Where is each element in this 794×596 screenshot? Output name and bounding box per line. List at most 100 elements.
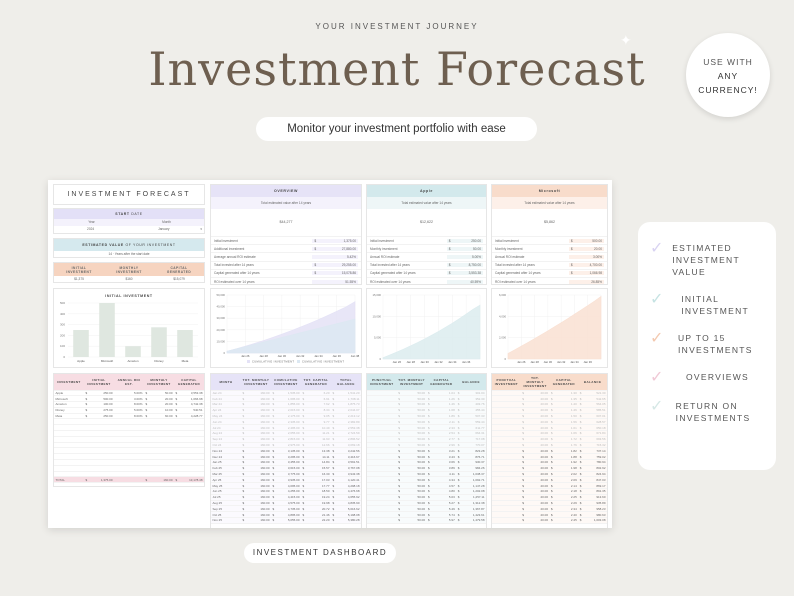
table-cell[interactable]: $1.40 xyxy=(549,401,579,408)
table-cell[interactable]: $4.11 xyxy=(426,471,457,478)
table-cell[interactable]: $160.00 xyxy=(241,453,271,461)
table-cell[interactable]: $2.29 xyxy=(549,500,579,507)
table-cell[interactable]: $1,541.20 xyxy=(331,390,361,397)
table-cell[interactable]: $160.00 xyxy=(241,517,271,524)
empty-cell[interactable] xyxy=(174,436,204,443)
table-cell[interactable]: $984.26 xyxy=(456,465,486,472)
table-cell[interactable]: $160.00 xyxy=(241,459,271,466)
table-cell[interactable]: $50.00 xyxy=(396,436,427,443)
years-input[interactable]: 14 xyxy=(108,252,112,256)
empty-cell[interactable] xyxy=(114,442,144,449)
table-cell[interactable] xyxy=(367,488,397,495)
table-cell[interactable]: $507.33 xyxy=(456,413,486,420)
table-cell[interactable]: $18.50 xyxy=(301,488,331,495)
table-cell[interactable]: $160.00 xyxy=(241,407,271,414)
table-cell[interactable]: $20.00 xyxy=(520,517,550,524)
table-cell[interactable]: $20.00 xyxy=(520,390,550,397)
table-cell[interactable]: $1,038.37 xyxy=(456,471,486,478)
table-cell[interactable]: $1.56 xyxy=(549,418,579,426)
table-cell[interactable]: $2,495.00 xyxy=(271,424,301,432)
table-cell[interactable]: 5.00% xyxy=(114,407,144,414)
empty-cell[interactable] xyxy=(84,442,114,449)
table-cell[interactable]: $1,695.00 xyxy=(271,395,301,403)
table-cell[interactable]: $20.00 xyxy=(144,401,174,408)
table-cell[interactable] xyxy=(367,401,397,408)
empty-cell[interactable] xyxy=(54,453,84,461)
table-cell[interactable] xyxy=(367,517,397,524)
table-cell[interactable]: $1.46 xyxy=(549,407,579,414)
table-cell[interactable]: $10.49 xyxy=(301,424,331,432)
table-cell[interactable] xyxy=(367,453,397,461)
empty-cell[interactable] xyxy=(54,459,84,466)
table-cell[interactable]: $1,003.08 xyxy=(578,517,607,524)
empty-cell[interactable] xyxy=(54,430,84,437)
table-cell[interactable] xyxy=(492,511,521,519)
table-cell[interactable]: $5,016.62 xyxy=(331,505,361,513)
table-cell[interactable]: $1,375.00 xyxy=(84,476,114,484)
table-cell[interactable]: $4,095.00 xyxy=(271,482,301,490)
table-cell[interactable]: $50.00 xyxy=(396,418,427,426)
table-cell[interactable]: $2,015.00 xyxy=(271,407,301,414)
empty-cell[interactable] xyxy=(174,453,204,461)
table-cell[interactable]: $1.35 xyxy=(549,395,579,403)
table-cell[interactable] xyxy=(492,494,521,501)
table-cell[interactable]: $2.77 xyxy=(426,436,457,443)
table-cell[interactable]: $20.00 xyxy=(520,407,550,414)
empty-cell[interactable] xyxy=(84,447,114,455)
table-cell[interactable]: $20.00 xyxy=(520,500,550,507)
table-cell[interactable]: $160.00 xyxy=(241,488,271,495)
table-cell[interactable]: $50.00 xyxy=(396,482,427,490)
table-cell[interactable]: $4.80 xyxy=(426,488,457,495)
table-cell[interactable]: $50.00 xyxy=(396,488,427,495)
table-cell[interactable]: $650.18 xyxy=(578,424,607,432)
table-cell[interactable]: $160.00 xyxy=(241,395,271,403)
table-cell[interactable]: $403.76 xyxy=(456,401,486,408)
table-cell[interactable] xyxy=(492,390,521,397)
table-cell[interactable] xyxy=(492,436,521,443)
table-cell[interactable]: $1.30 xyxy=(549,390,579,397)
table-cell[interactable]: $2,044.07 xyxy=(331,407,361,414)
table-cell[interactable]: $50.00 xyxy=(396,413,427,420)
table-cell[interactable]: $160.00 xyxy=(241,476,271,484)
table-cell[interactable]: $664.31 xyxy=(456,430,486,437)
table-cell[interactable]: $1.50 xyxy=(549,413,579,420)
table-cell[interactable]: $823.28 xyxy=(456,447,486,455)
table-cell[interactable] xyxy=(492,413,521,420)
table-cell[interactable]: $50.00 xyxy=(396,459,427,466)
table-cell[interactable]: $2.99 xyxy=(426,442,457,449)
table-cell[interactable]: $50.00 xyxy=(396,494,427,501)
empty-cell[interactable] xyxy=(174,471,204,478)
table-cell[interactable]: $100.00 xyxy=(84,401,114,408)
table-cell[interactable]: $3.66 xyxy=(426,459,457,466)
table-cell[interactable]: $160.00 xyxy=(241,500,271,507)
table-cell[interactable]: $4,895.00 xyxy=(271,511,301,519)
table-cell[interactable]: $5.74 xyxy=(426,511,457,519)
table-cell[interactable]: $2,975.00 xyxy=(271,442,301,449)
empty-cell[interactable] xyxy=(84,436,114,443)
table-cell[interactable]: $3,615.00 xyxy=(271,465,301,472)
table-cell[interactable]: $4,298.18 xyxy=(331,482,361,490)
empty-cell[interactable] xyxy=(114,447,144,455)
table-cell[interactable]: $11.21 xyxy=(301,430,331,437)
table-cell[interactable] xyxy=(492,407,521,414)
table-cell[interactable]: $50.00 xyxy=(396,430,427,437)
table-cell[interactable]: $20.00 xyxy=(520,436,550,443)
table-cell[interactable]: $611.77 xyxy=(456,424,486,432)
table-cell[interactable]: $2,213.12 xyxy=(331,413,361,420)
table-cell[interactable]: $5.27 xyxy=(426,500,457,507)
table-cell[interactable]: $3.43 xyxy=(426,453,457,461)
table-cell[interactable]: $1,875.73 xyxy=(331,401,361,408)
table-cell[interactable]: $50.00 xyxy=(396,471,427,478)
table-cell[interactable]: $1.66 xyxy=(549,430,579,437)
chevron-down-icon[interactable]: ▾ xyxy=(200,227,203,231)
table-cell[interactable]: $1.61 xyxy=(549,424,579,432)
table-cell[interactable]: $160.00 xyxy=(241,424,271,432)
table-cell[interactable]: $1.46 xyxy=(426,401,457,408)
table-cell[interactable]: $50.00 xyxy=(396,500,427,507)
table-cell[interactable]: $607.01 xyxy=(578,413,607,420)
table-cell[interactable]: $4,415.00 xyxy=(271,494,301,501)
empty-cell[interactable] xyxy=(144,447,174,455)
table-cell[interactable]: $50.00 xyxy=(396,517,427,524)
table-cell[interactable]: $2.33 xyxy=(426,424,457,432)
table-cell[interactable]: $20.00 xyxy=(520,413,550,420)
